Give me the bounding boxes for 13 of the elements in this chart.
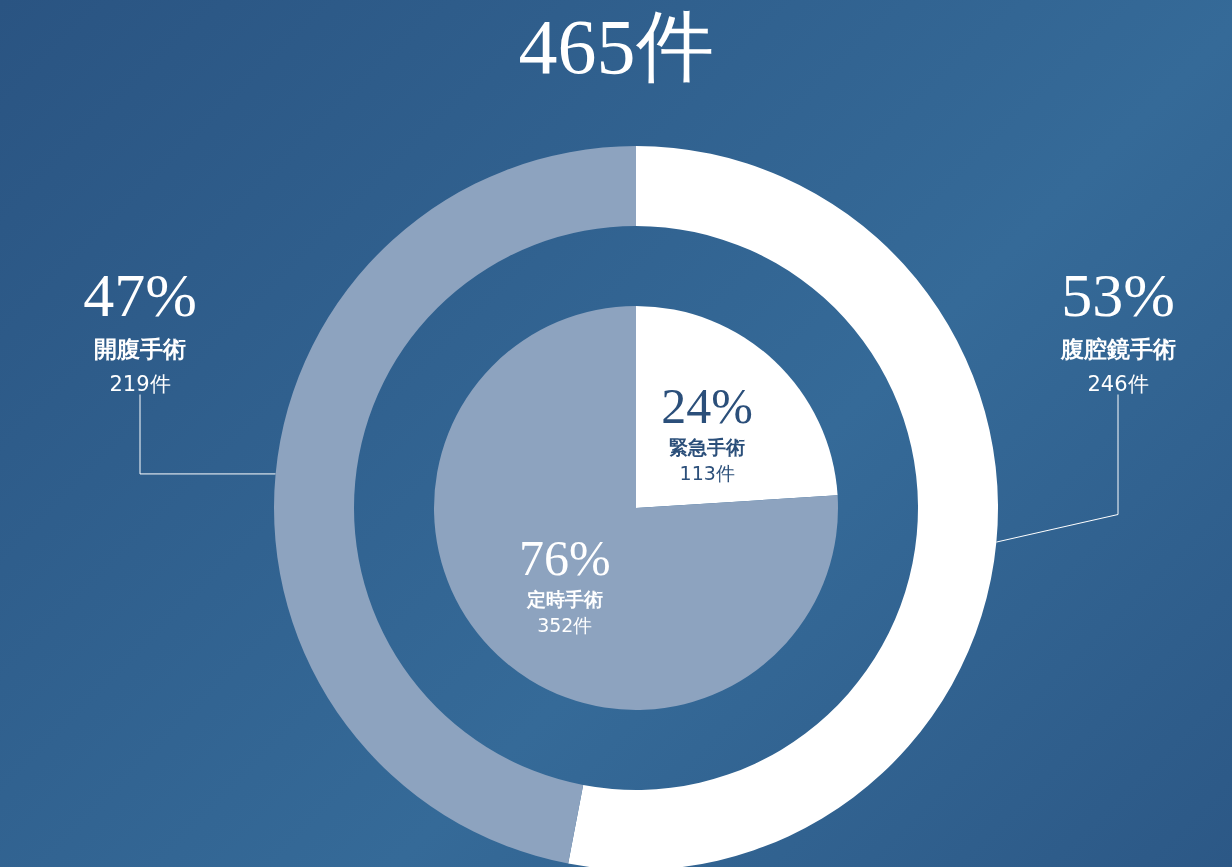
data-label: 53% <box>1061 261 1175 329</box>
text: 219件 <box>109 372 171 396</box>
slice-label: 腹腔鏡手術 <box>1059 336 1176 362</box>
data-label: 47% <box>83 261 197 329</box>
data-label: 24% <box>661 378 754 435</box>
text: 352件 <box>537 613 593 636</box>
data-label: 76% <box>518 529 611 586</box>
slice-label: 定時手術 <box>525 587 603 610</box>
text: 246件 <box>1087 372 1149 396</box>
chart-title: 465件 <box>518 2 714 90</box>
text: 113件 <box>679 462 735 485</box>
slice-label: 開腹手術 <box>94 336 186 362</box>
slice-label: 緊急手術 <box>669 436 746 459</box>
